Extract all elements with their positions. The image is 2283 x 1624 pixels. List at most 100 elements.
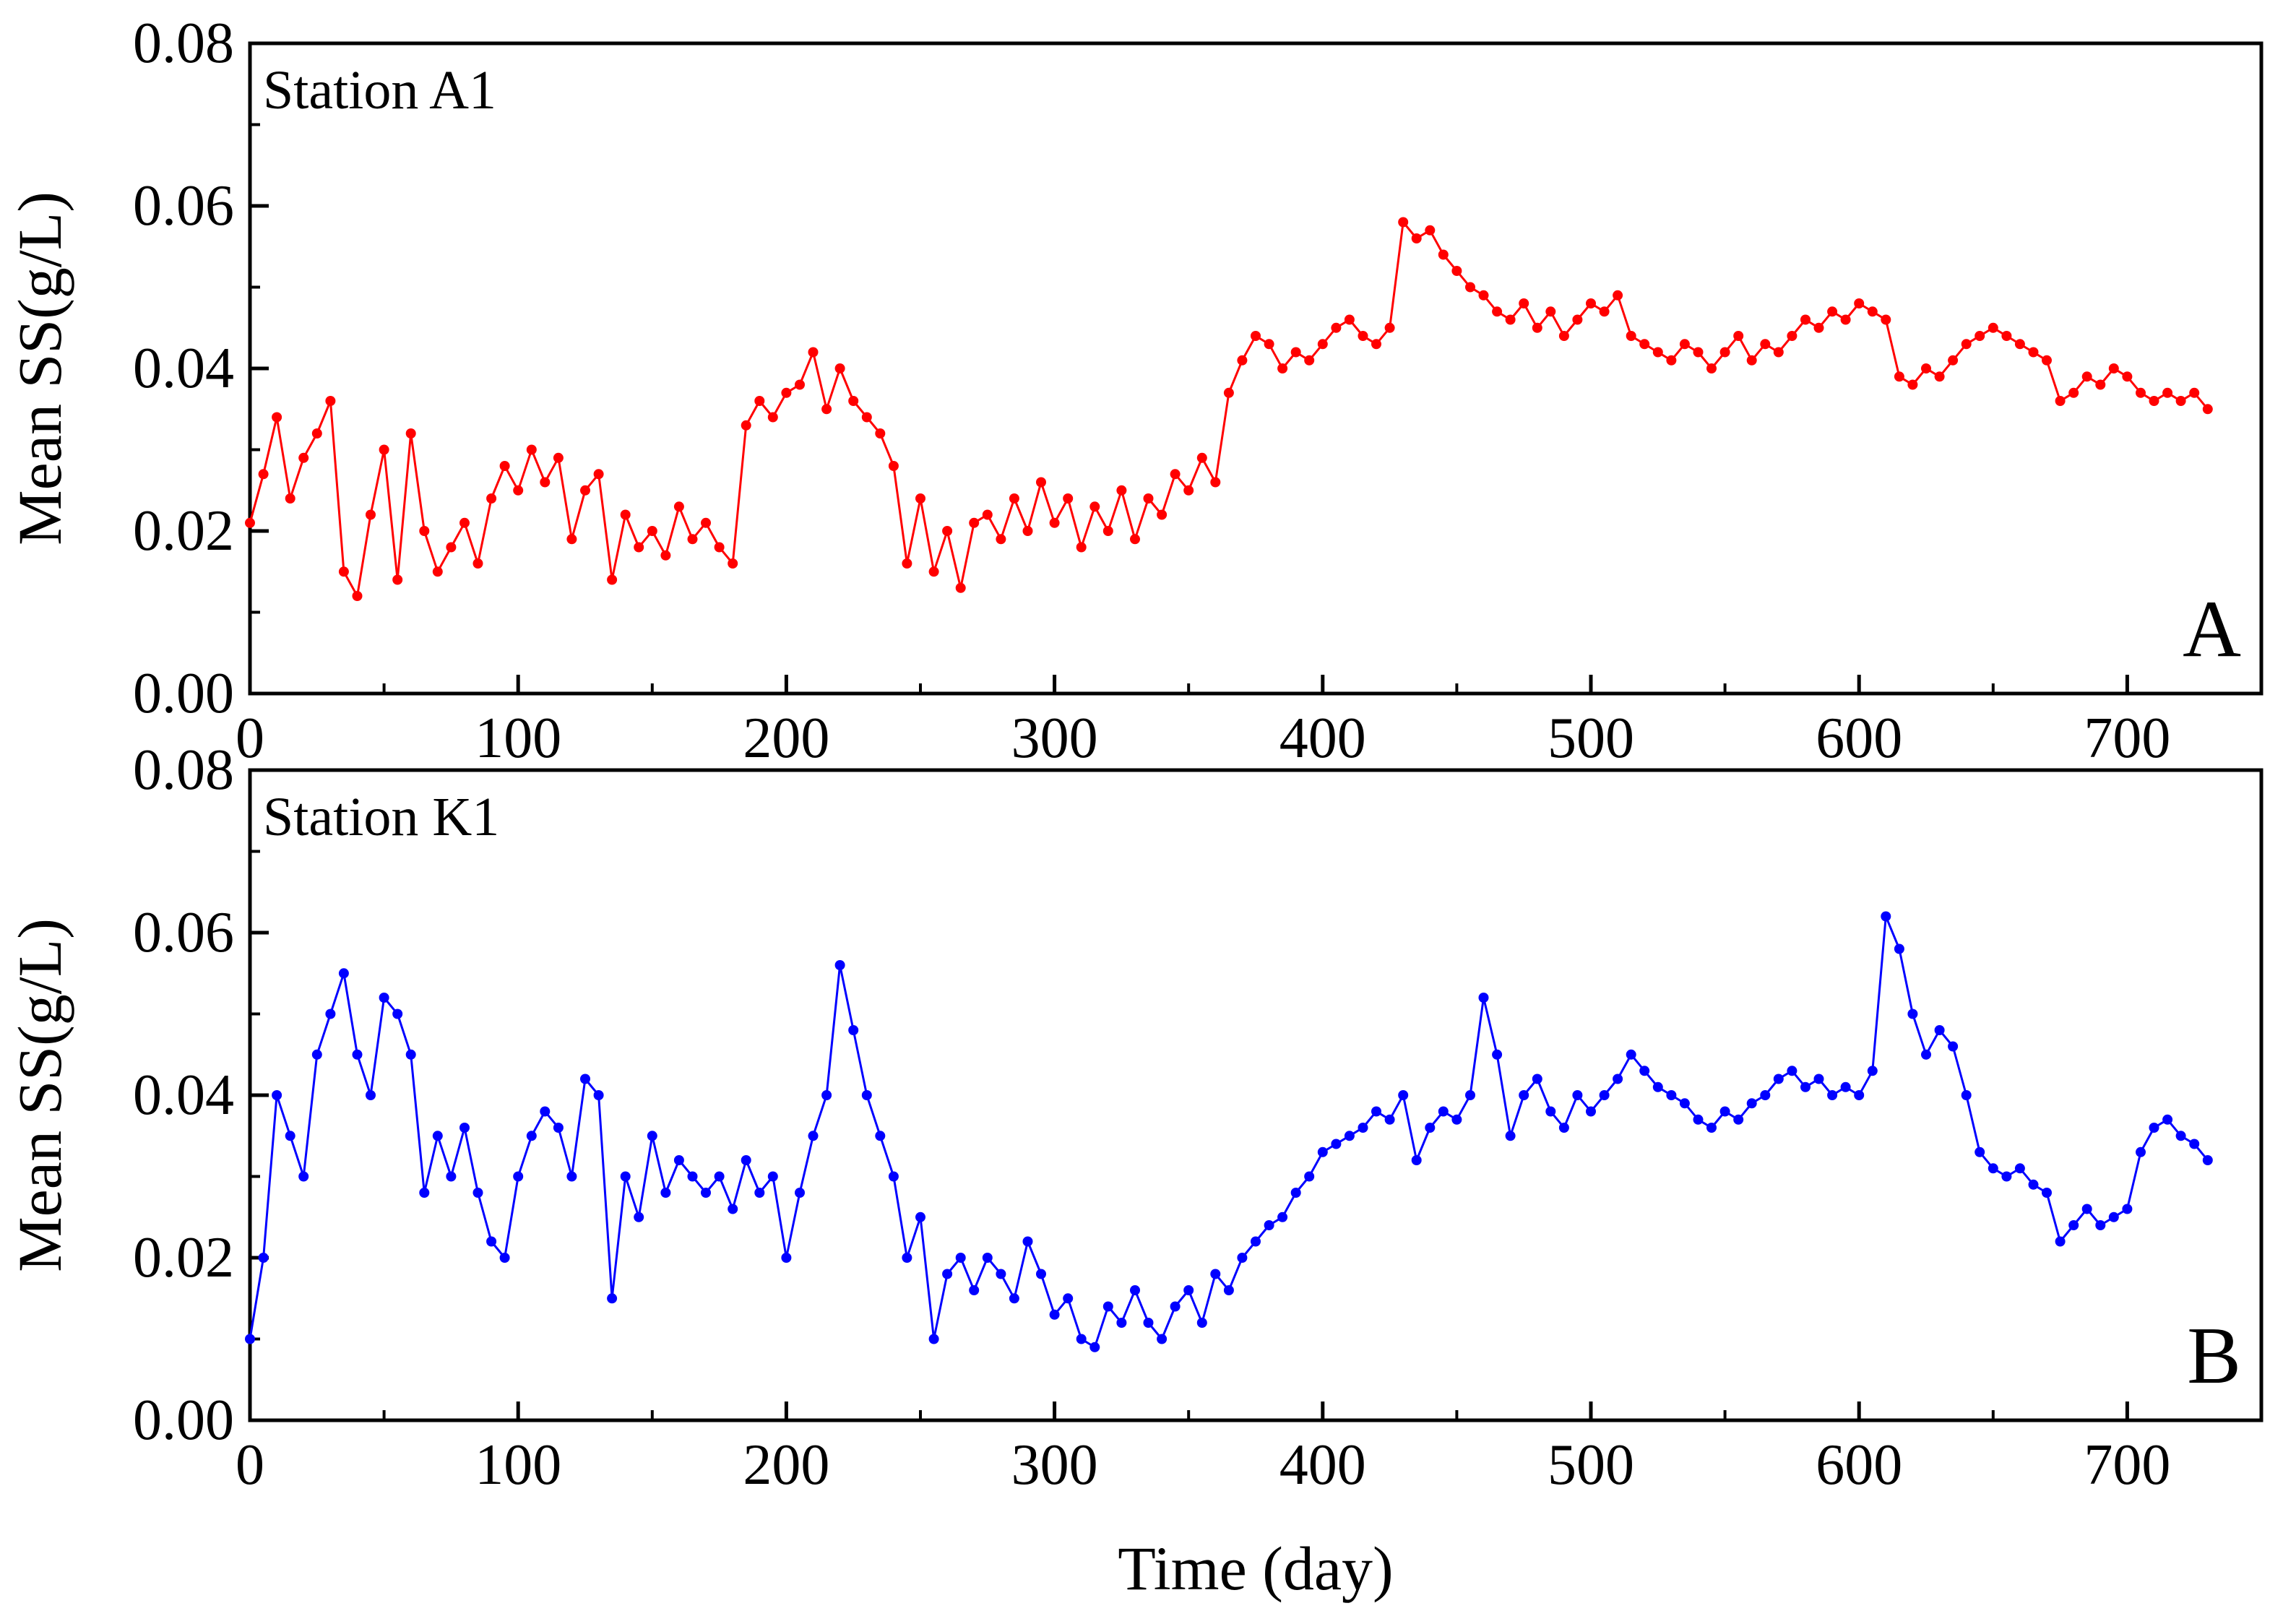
data-point — [1572, 1090, 1583, 1100]
data-point — [2108, 1211, 2119, 1222]
data-point — [1545, 1106, 1556, 1117]
data-point — [1170, 469, 1181, 480]
data-point — [419, 526, 430, 536]
data-point — [928, 566, 939, 577]
data-point — [1679, 1098, 1690, 1109]
data-point — [728, 1204, 738, 1214]
data-point — [1009, 1293, 1019, 1304]
data-point — [1036, 477, 1046, 488]
data-point — [996, 534, 1006, 545]
data-point — [1719, 347, 1730, 358]
data-point — [888, 1171, 899, 1182]
data-point — [2162, 1114, 2173, 1125]
data-point — [338, 566, 349, 577]
data-point — [1102, 526, 1113, 536]
plot-frame — [248, 768, 2263, 1422]
data-point — [634, 1211, 644, 1222]
data-point — [1907, 379, 1918, 390]
data-point — [1251, 331, 1261, 341]
data-point — [1384, 322, 1395, 333]
data-point — [1331, 1139, 1342, 1149]
data-point — [620, 509, 631, 520]
data-point — [701, 1188, 711, 1198]
data-point — [607, 1293, 618, 1304]
data-point — [1492, 306, 1503, 317]
data-point — [379, 993, 389, 1003]
data-point — [1733, 1114, 1744, 1125]
data-point — [1827, 1090, 1838, 1100]
data-point — [1613, 1074, 1623, 1084]
data-point — [1961, 339, 1972, 350]
data-point — [1425, 225, 1436, 236]
data-point — [1022, 1236, 1033, 1247]
x-tick-label: 700 — [2084, 707, 2170, 770]
data-point — [1358, 331, 1368, 341]
data-point — [1679, 339, 1690, 350]
data-point — [1009, 493, 1019, 504]
data-point — [1854, 1090, 1865, 1100]
data-point — [1666, 355, 1677, 366]
data-point — [607, 574, 618, 585]
data-point — [1773, 1074, 1784, 1084]
data-point — [1196, 1318, 1207, 1328]
data-point — [298, 1171, 309, 1182]
data-point — [1921, 363, 1931, 373]
data-point — [513, 1171, 524, 1182]
data-point — [2149, 396, 2159, 406]
data-point — [1894, 371, 1904, 382]
data-point — [1076, 542, 1087, 553]
data-point — [1116, 485, 1127, 496]
data-point — [272, 412, 282, 423]
y-tick-label: 0.06 — [133, 174, 234, 238]
data-point — [2095, 379, 2106, 390]
data-point — [459, 1123, 470, 1133]
data-point — [741, 420, 751, 431]
data-point — [795, 379, 805, 390]
data-point — [1599, 1090, 1610, 1100]
series-line — [249, 915, 2209, 1349]
y-tick-label: 0.06 — [133, 901, 234, 964]
x-tick-label: 400 — [1279, 1433, 1366, 1497]
data-point — [392, 574, 403, 585]
data-point — [1652, 347, 1663, 358]
data-point — [1398, 217, 1409, 228]
x-tick-label: 600 — [1816, 707, 1902, 770]
y-tick-label: 0.02 — [133, 499, 234, 563]
data-point — [1626, 1049, 1636, 1060]
x-tick-label: 700 — [2084, 1433, 2170, 1497]
x-tick-label: 100 — [475, 707, 561, 770]
data-point — [808, 1131, 819, 1141]
data-point — [432, 1131, 443, 1141]
data-point — [1558, 1123, 1569, 1133]
data-point — [1358, 1123, 1368, 1133]
data-point — [513, 485, 524, 496]
data-point — [1948, 355, 1959, 366]
data-point — [1022, 526, 1033, 536]
data-point — [1196, 452, 1207, 463]
data-point — [1693, 1114, 1704, 1125]
panel-b: 0 100 200 300 400 500 600 700 0.00 0.02 0.04 0.06 0.… — [5, 738, 2263, 1497]
data-point — [701, 517, 711, 528]
data-point — [928, 1334, 939, 1344]
data-point — [1157, 509, 1168, 520]
data-point — [593, 469, 604, 480]
data-point — [1277, 363, 1288, 373]
data-point — [1063, 493, 1074, 504]
data-point — [1854, 298, 1865, 308]
data-point — [875, 428, 886, 439]
data-point — [1639, 339, 1650, 350]
y-tick-label: 0.08 — [133, 738, 234, 802]
data-point — [540, 477, 551, 488]
data-point — [1867, 306, 1878, 317]
data-point — [1813, 322, 1824, 333]
data-point — [1344, 314, 1355, 325]
data-point — [258, 469, 269, 480]
data-point — [1881, 911, 1891, 922]
panel-a: 0 100 200 300 400 500 600 700 0.00 0.02 0.04 0.06 0.… — [5, 12, 2263, 770]
data-point — [1465, 282, 1475, 293]
data-point — [338, 968, 349, 979]
data-point — [245, 517, 255, 528]
data-point — [875, 1131, 886, 1141]
data-point — [1505, 1131, 1516, 1141]
